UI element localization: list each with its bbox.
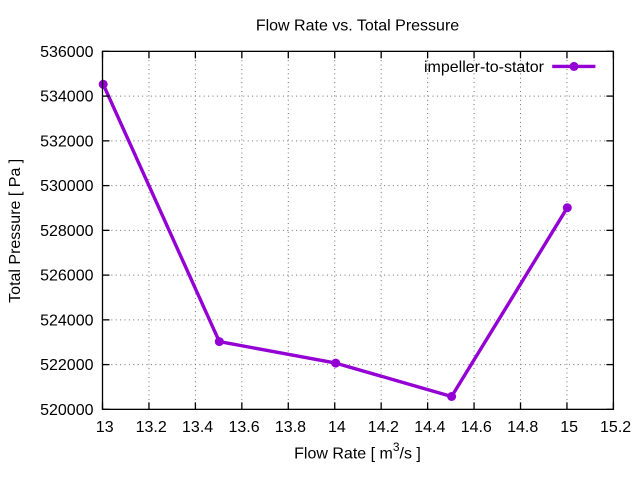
svg-text:536000: 536000 [40,44,93,61]
svg-text:534000: 534000 [40,89,93,106]
svg-text:13: 13 [96,419,114,436]
svg-text:Total Pressure [ Pa ]: Total Pressure [ Pa ] [7,159,24,303]
svg-text:530000: 530000 [40,178,93,195]
svg-text:13.8: 13.8 [275,419,306,436]
svg-text:13.4: 13.4 [182,419,213,436]
svg-text:15: 15 [560,419,578,436]
svg-text:14.8: 14.8 [507,419,538,436]
svg-text:522000: 522000 [40,357,93,374]
svg-text:15.2: 15.2 [600,419,631,436]
svg-text:14.4: 14.4 [414,419,445,436]
svg-text:impeller-to-stator: impeller-to-stator [424,59,545,76]
svg-text:14.2: 14.2 [368,419,399,436]
svg-text:Flow Rate [ m3/s ]: Flow Rate [ m3/s ] [294,440,421,463]
svg-text:532000: 532000 [40,133,93,150]
svg-text:524000: 524000 [40,312,93,329]
svg-text:526000: 526000 [40,268,93,285]
svg-text:13.2: 13.2 [136,419,167,436]
svg-text:14.6: 14.6 [461,419,492,436]
svg-text:520000: 520000 [40,402,93,419]
svg-text:13.6: 13.6 [228,419,259,436]
svg-text:528000: 528000 [40,223,93,240]
svg-text:14: 14 [328,419,346,436]
svg-text:Flow Rate vs. Total Pressure: Flow Rate vs. Total Pressure [256,18,459,35]
